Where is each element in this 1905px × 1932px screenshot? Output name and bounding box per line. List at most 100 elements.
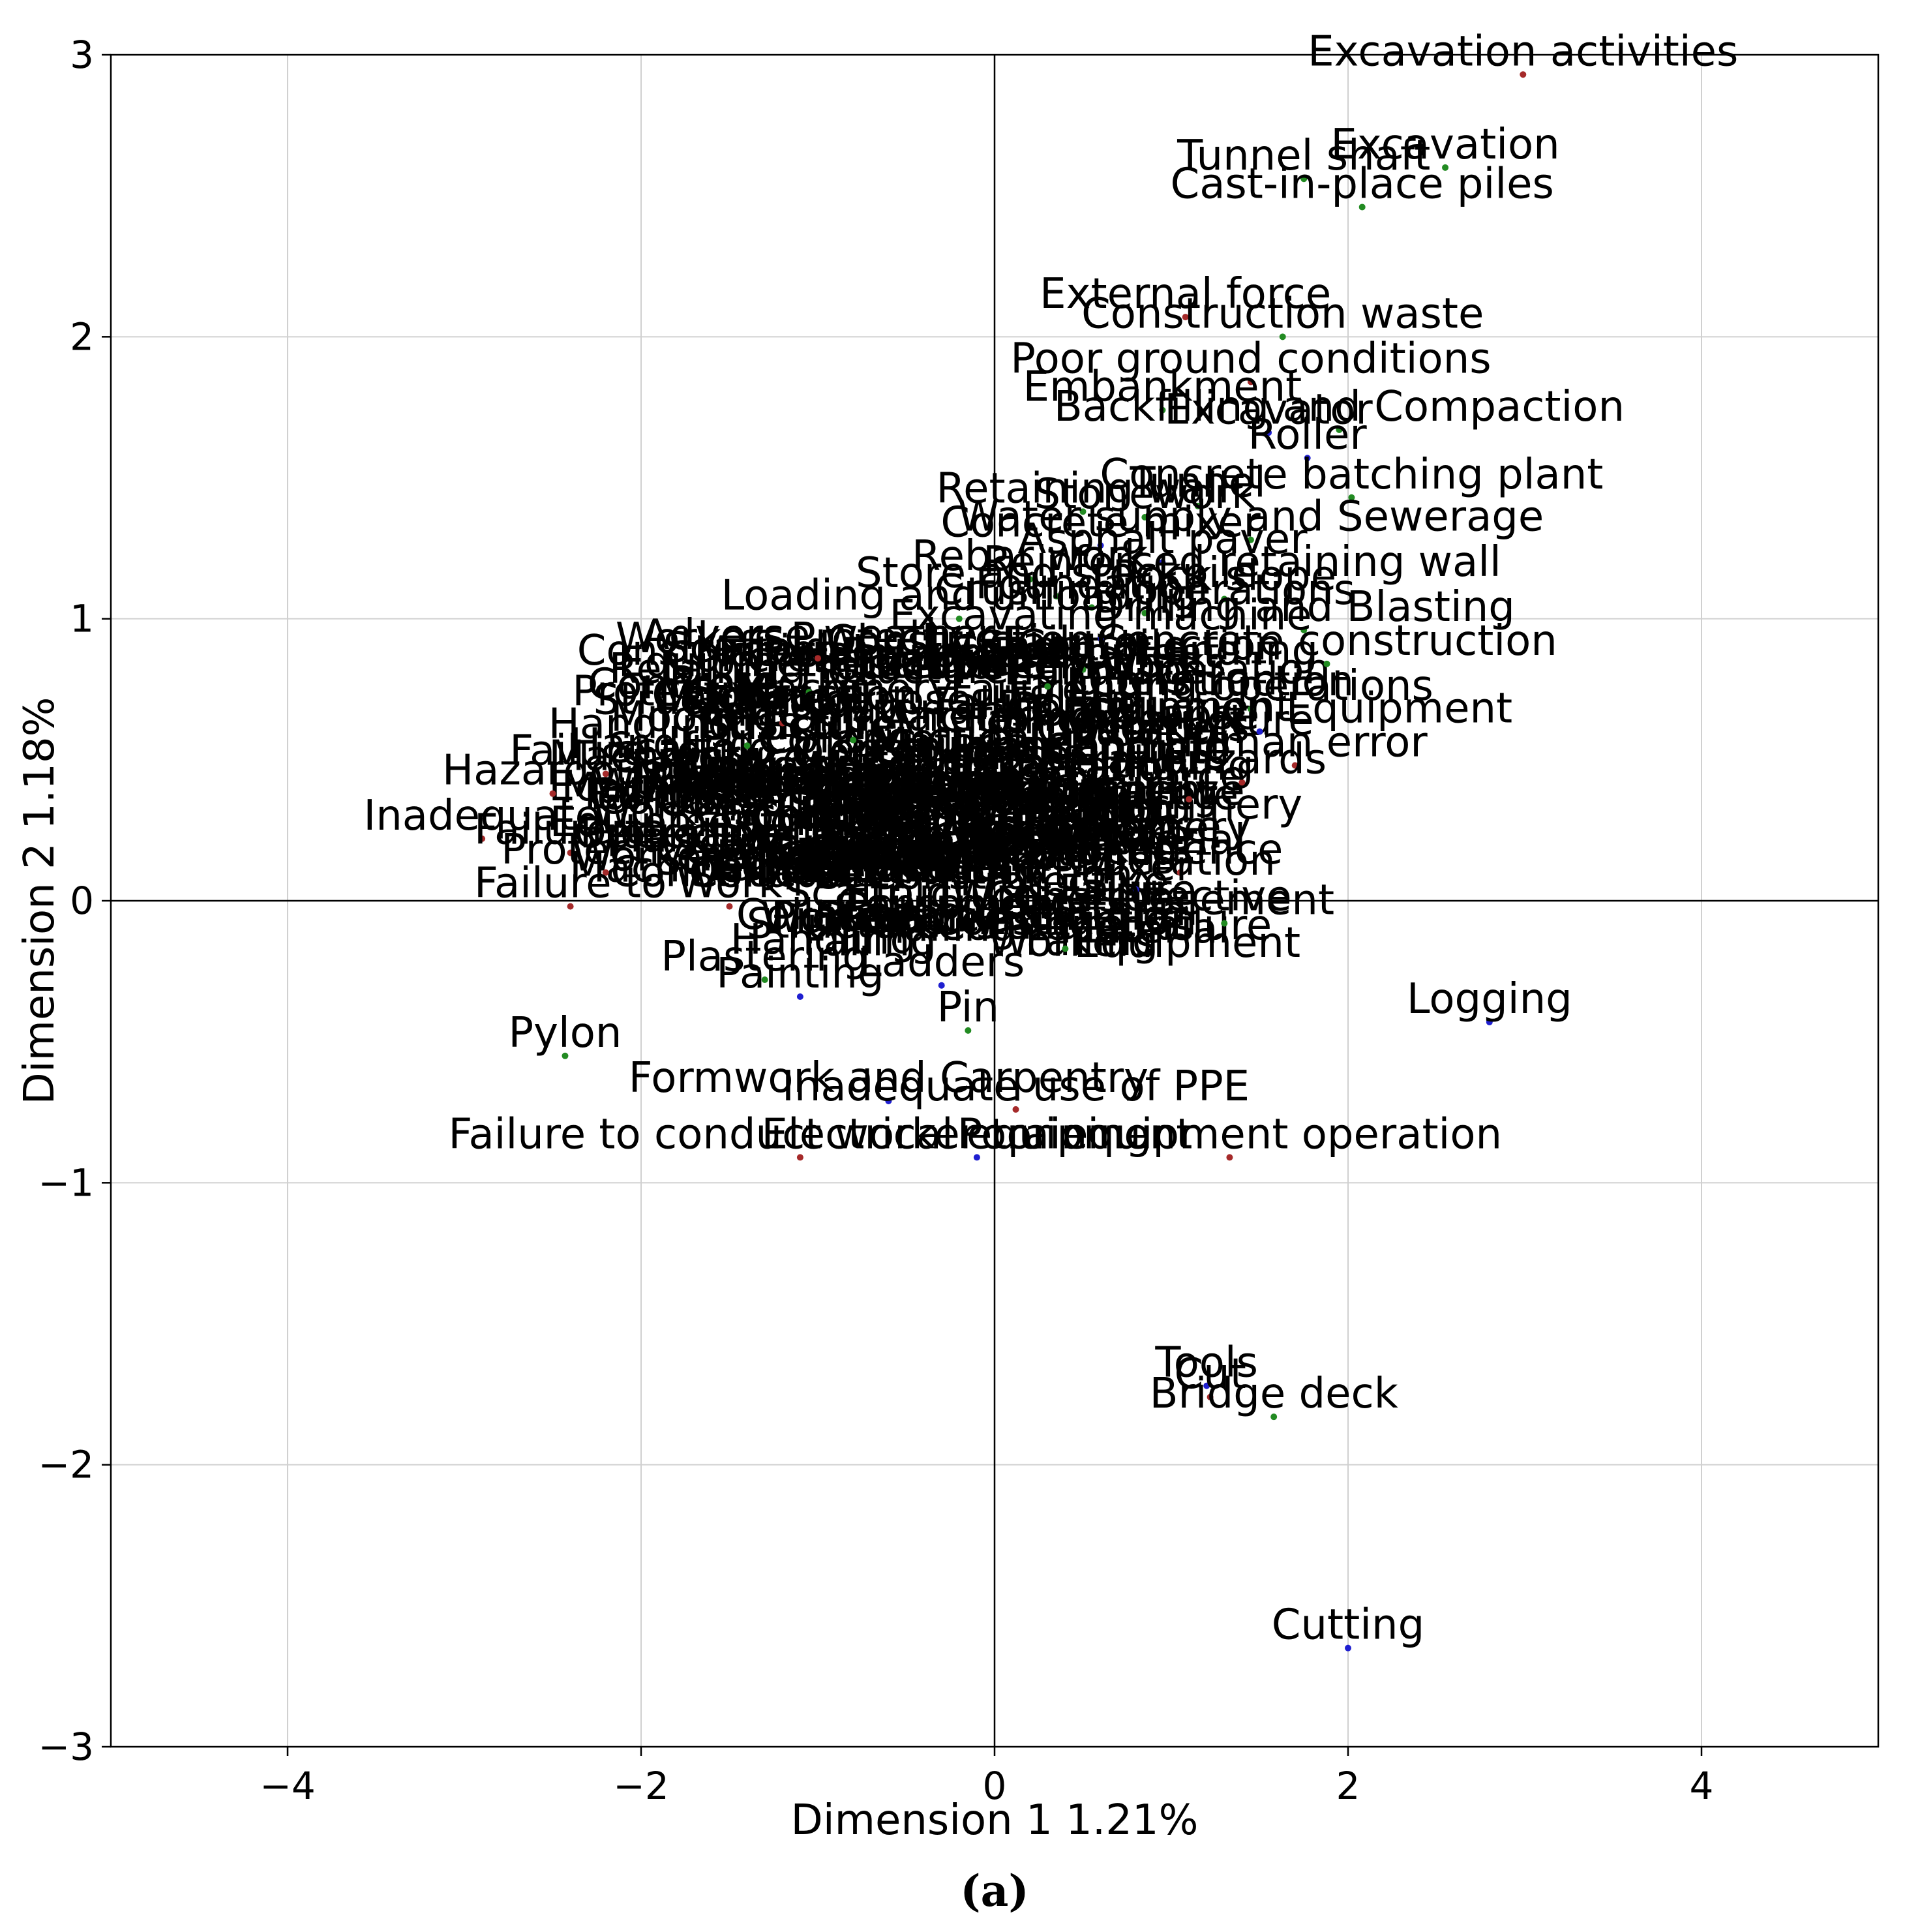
clutter-label-56: Construction xyxy=(826,617,1092,665)
data-point-label: Excavation xyxy=(1330,121,1559,169)
clutter-label-141: Operation xyxy=(658,777,866,825)
data-point xyxy=(602,869,609,876)
data-point-label: Placement xyxy=(1115,877,1335,925)
data-point-label: Store and stockpile xyxy=(856,549,1257,597)
clutter-label-116: Protective xyxy=(868,760,1077,808)
clutter-label-66: Machinery xyxy=(870,808,1087,856)
clutter-label-62: Falling xyxy=(1009,661,1143,710)
clutter-label-low-17: Falling xyxy=(1025,917,1159,965)
data-point-label: Failure to conduct worker training xyxy=(449,1110,1152,1158)
data-point xyxy=(1358,204,1366,211)
clutter-label-34: Falling xyxy=(1021,785,1155,834)
data-point xyxy=(1265,429,1272,436)
clutter-label-4: Protective xyxy=(878,830,1088,879)
data-point-label: Embankment xyxy=(1023,363,1302,412)
data-point xyxy=(1348,494,1355,501)
clutter-label-83: Failure xyxy=(846,794,983,842)
clutter-label-146: Falling xyxy=(631,742,764,790)
data-point xyxy=(938,982,945,989)
x-tick-label: −2 xyxy=(613,1764,669,1808)
data-point xyxy=(1221,596,1228,603)
data-point xyxy=(1300,175,1308,183)
data-point xyxy=(1088,604,1096,611)
clutter-label-low-35: Machinery xyxy=(1034,804,1251,852)
data-point xyxy=(1442,164,1449,171)
clutter-label-54: Concrete xyxy=(666,633,854,682)
clutter-label-low-1: Protective xyxy=(959,858,1169,906)
data-point-label: Failure to xyxy=(509,727,702,775)
data-point xyxy=(796,993,803,1000)
clutter-label-8: Workers xyxy=(669,742,838,791)
clutter-label-94: Machinery xyxy=(635,755,851,804)
data-point-label: Protective xyxy=(501,826,710,874)
data-point xyxy=(1141,514,1148,521)
clutter-label-107: Collapse xyxy=(893,731,1070,779)
clutter-label-low-44: Material xyxy=(840,843,1010,892)
data-point xyxy=(1270,1413,1278,1421)
data-point-label: Logging xyxy=(1407,975,1572,1023)
data-point-label: Tunnel xyxy=(1130,459,1266,507)
data-point xyxy=(1203,1382,1210,1389)
clutter-label-low-8: Handling xyxy=(730,916,916,964)
x-axis-ticks: −4 −2 0 2 4 xyxy=(260,1747,1713,1808)
clutter-label-91: Scaffold xyxy=(880,817,1047,866)
clutter-label-low-40: Operation xyxy=(861,896,1069,944)
clutter-label-122: Machinery xyxy=(561,764,777,813)
clutter-label-low-45: Falling xyxy=(883,903,1017,952)
data-point xyxy=(1159,406,1166,414)
clutter-label-31: Structure xyxy=(807,828,1002,876)
clutter-label-37: Collapse xyxy=(959,808,1137,856)
data-point-label: Truss xyxy=(693,699,800,747)
clutter-label-53: Handling xyxy=(1044,722,1230,770)
clutter-label-93: Collapse xyxy=(758,716,935,764)
clutter-label-42: Construction xyxy=(658,778,924,826)
data-point-label: Connections xyxy=(937,901,1194,950)
x-axis-title: Dimension 1 1.21% xyxy=(791,1796,1199,1845)
clutter-label-68: Concrete xyxy=(1043,725,1231,774)
y-tick-label: 3 xyxy=(70,33,94,77)
data-point-label: Stonework xyxy=(1034,470,1256,519)
clutter-label-129: Structure xyxy=(701,701,895,749)
clutter-label-136: Machinery xyxy=(892,772,1109,821)
data-point xyxy=(743,742,751,749)
data-point-label: Asphalt paver xyxy=(1017,515,1308,564)
clutter-label-low-36: Handling xyxy=(992,827,1178,875)
clutter-label-104: Falling xyxy=(817,811,951,860)
clutter-label-58: Equipment xyxy=(993,629,1219,678)
data-point-label: Adverse weather xyxy=(641,611,995,659)
data-point xyxy=(1141,610,1148,617)
data-point xyxy=(1053,593,1060,600)
clutter-label-low-48: Collapse xyxy=(766,828,944,876)
data-point-label: Hazards xyxy=(1158,735,1327,783)
data-point xyxy=(1194,502,1201,509)
data-point xyxy=(1238,581,1246,588)
data-point-label: Rock slope xyxy=(1112,552,1336,600)
data-point xyxy=(479,835,486,842)
clutter-label-2: Equipment xyxy=(618,638,845,686)
clutter-label-18: Protective xyxy=(738,827,948,875)
clutter-label-119: Scaffold xyxy=(672,820,839,868)
figure-caption: (a) xyxy=(960,1865,1028,1916)
clutter-label-95: Handling xyxy=(965,723,1151,771)
clutter-label-24: Machinery xyxy=(737,665,953,714)
data-point-label: Mixer xyxy=(1079,843,1193,891)
clutter-label-79: Collapse xyxy=(650,755,828,804)
clutter-label-22: Workers xyxy=(795,744,964,792)
data-point xyxy=(1079,666,1087,673)
data-point xyxy=(567,903,574,910)
clutter-label-low-27: Equipment xyxy=(1074,919,1300,967)
clutter-label-low-46: Scaffold xyxy=(1001,892,1169,940)
clutter-label-81: Handling xyxy=(569,720,755,768)
data-point xyxy=(1044,683,1051,690)
data-point xyxy=(1097,542,1104,549)
clutter-label-101: Structure xyxy=(655,837,850,885)
data-point xyxy=(965,1027,972,1034)
data-point xyxy=(1226,1154,1233,1161)
data-point-label: Poor ground conditions xyxy=(1010,335,1491,384)
clutter-label-low-41: Equipment xyxy=(845,881,1071,929)
zero-lines xyxy=(111,55,1878,1747)
clutter-label-77: Scaffold xyxy=(971,740,1139,788)
clutter-label-57: Operation xyxy=(791,730,999,778)
